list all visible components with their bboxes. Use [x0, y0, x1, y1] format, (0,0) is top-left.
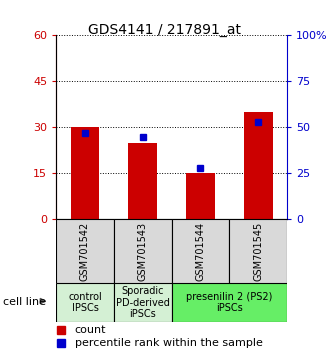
- Text: count: count: [75, 325, 106, 335]
- Text: control
IPSCs: control IPSCs: [68, 292, 102, 314]
- Text: Sporadic
PD-derived
iPSCs: Sporadic PD-derived iPSCs: [116, 286, 170, 319]
- Bar: [172, 219, 229, 283]
- Bar: [128, 143, 157, 219]
- Text: GSM701542: GSM701542: [80, 222, 90, 281]
- Text: GDS4141 / 217891_at: GDS4141 / 217891_at: [88, 23, 242, 37]
- Bar: [56, 283, 114, 322]
- Text: GSM701545: GSM701545: [253, 222, 263, 281]
- Text: GSM701543: GSM701543: [138, 222, 148, 281]
- Polygon shape: [40, 298, 46, 304]
- Bar: [172, 283, 287, 322]
- Bar: [186, 173, 215, 219]
- Bar: [114, 219, 172, 283]
- Text: presenilin 2 (PS2)
iPSCs: presenilin 2 (PS2) iPSCs: [186, 292, 273, 314]
- Text: GSM701544: GSM701544: [195, 222, 206, 281]
- Text: percentile rank within the sample: percentile rank within the sample: [75, 338, 262, 348]
- Bar: [244, 112, 273, 219]
- Bar: [114, 283, 172, 322]
- Bar: [71, 127, 99, 219]
- Bar: [229, 219, 287, 283]
- Text: cell line: cell line: [3, 297, 46, 307]
- Bar: [56, 219, 114, 283]
